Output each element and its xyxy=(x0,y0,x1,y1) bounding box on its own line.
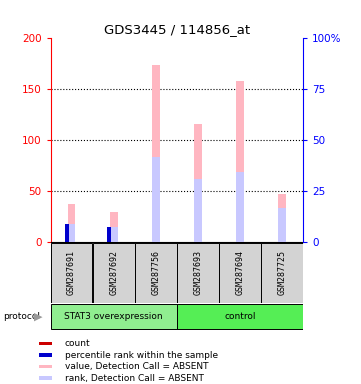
Text: ▶: ▶ xyxy=(34,312,43,322)
Bar xyxy=(152,157,160,242)
Text: STAT3 overexpression: STAT3 overexpression xyxy=(64,312,163,321)
FancyBboxPatch shape xyxy=(51,243,92,303)
FancyBboxPatch shape xyxy=(261,243,303,303)
Text: GSM287691: GSM287691 xyxy=(67,250,76,295)
FancyBboxPatch shape xyxy=(177,243,219,303)
Text: GSM287693: GSM287693 xyxy=(193,250,203,295)
FancyBboxPatch shape xyxy=(51,304,177,329)
Text: GSM287725: GSM287725 xyxy=(278,250,287,295)
Bar xyxy=(39,376,52,379)
Bar xyxy=(236,81,244,242)
Bar xyxy=(110,212,117,242)
Bar xyxy=(108,239,111,242)
Bar xyxy=(68,223,75,242)
Bar xyxy=(65,223,69,242)
FancyBboxPatch shape xyxy=(219,243,261,303)
Text: GSM287756: GSM287756 xyxy=(151,250,160,295)
Text: value, Detection Call = ABSENT: value, Detection Call = ABSENT xyxy=(65,362,208,371)
Title: GDS3445 / 114856_at: GDS3445 / 114856_at xyxy=(104,23,250,36)
Bar xyxy=(236,172,244,242)
Bar xyxy=(39,365,52,368)
Text: protocol: protocol xyxy=(4,312,40,321)
Text: percentile rank within the sample: percentile rank within the sample xyxy=(65,351,218,359)
Text: GSM287692: GSM287692 xyxy=(109,250,118,295)
Text: control: control xyxy=(224,312,256,321)
FancyBboxPatch shape xyxy=(177,304,303,329)
Bar xyxy=(110,227,117,242)
Text: GSM287694: GSM287694 xyxy=(236,250,244,295)
FancyBboxPatch shape xyxy=(135,243,177,303)
Bar xyxy=(65,237,69,242)
Text: count: count xyxy=(65,339,90,348)
Bar xyxy=(39,342,52,345)
Bar xyxy=(278,194,286,242)
Bar xyxy=(194,179,202,242)
Bar xyxy=(108,227,111,242)
Bar xyxy=(278,209,286,242)
Bar xyxy=(39,353,52,356)
FancyBboxPatch shape xyxy=(93,243,135,303)
Bar xyxy=(152,65,160,242)
Text: rank, Detection Call = ABSENT: rank, Detection Call = ABSENT xyxy=(65,374,204,382)
Bar xyxy=(68,204,75,242)
Bar xyxy=(194,124,202,242)
